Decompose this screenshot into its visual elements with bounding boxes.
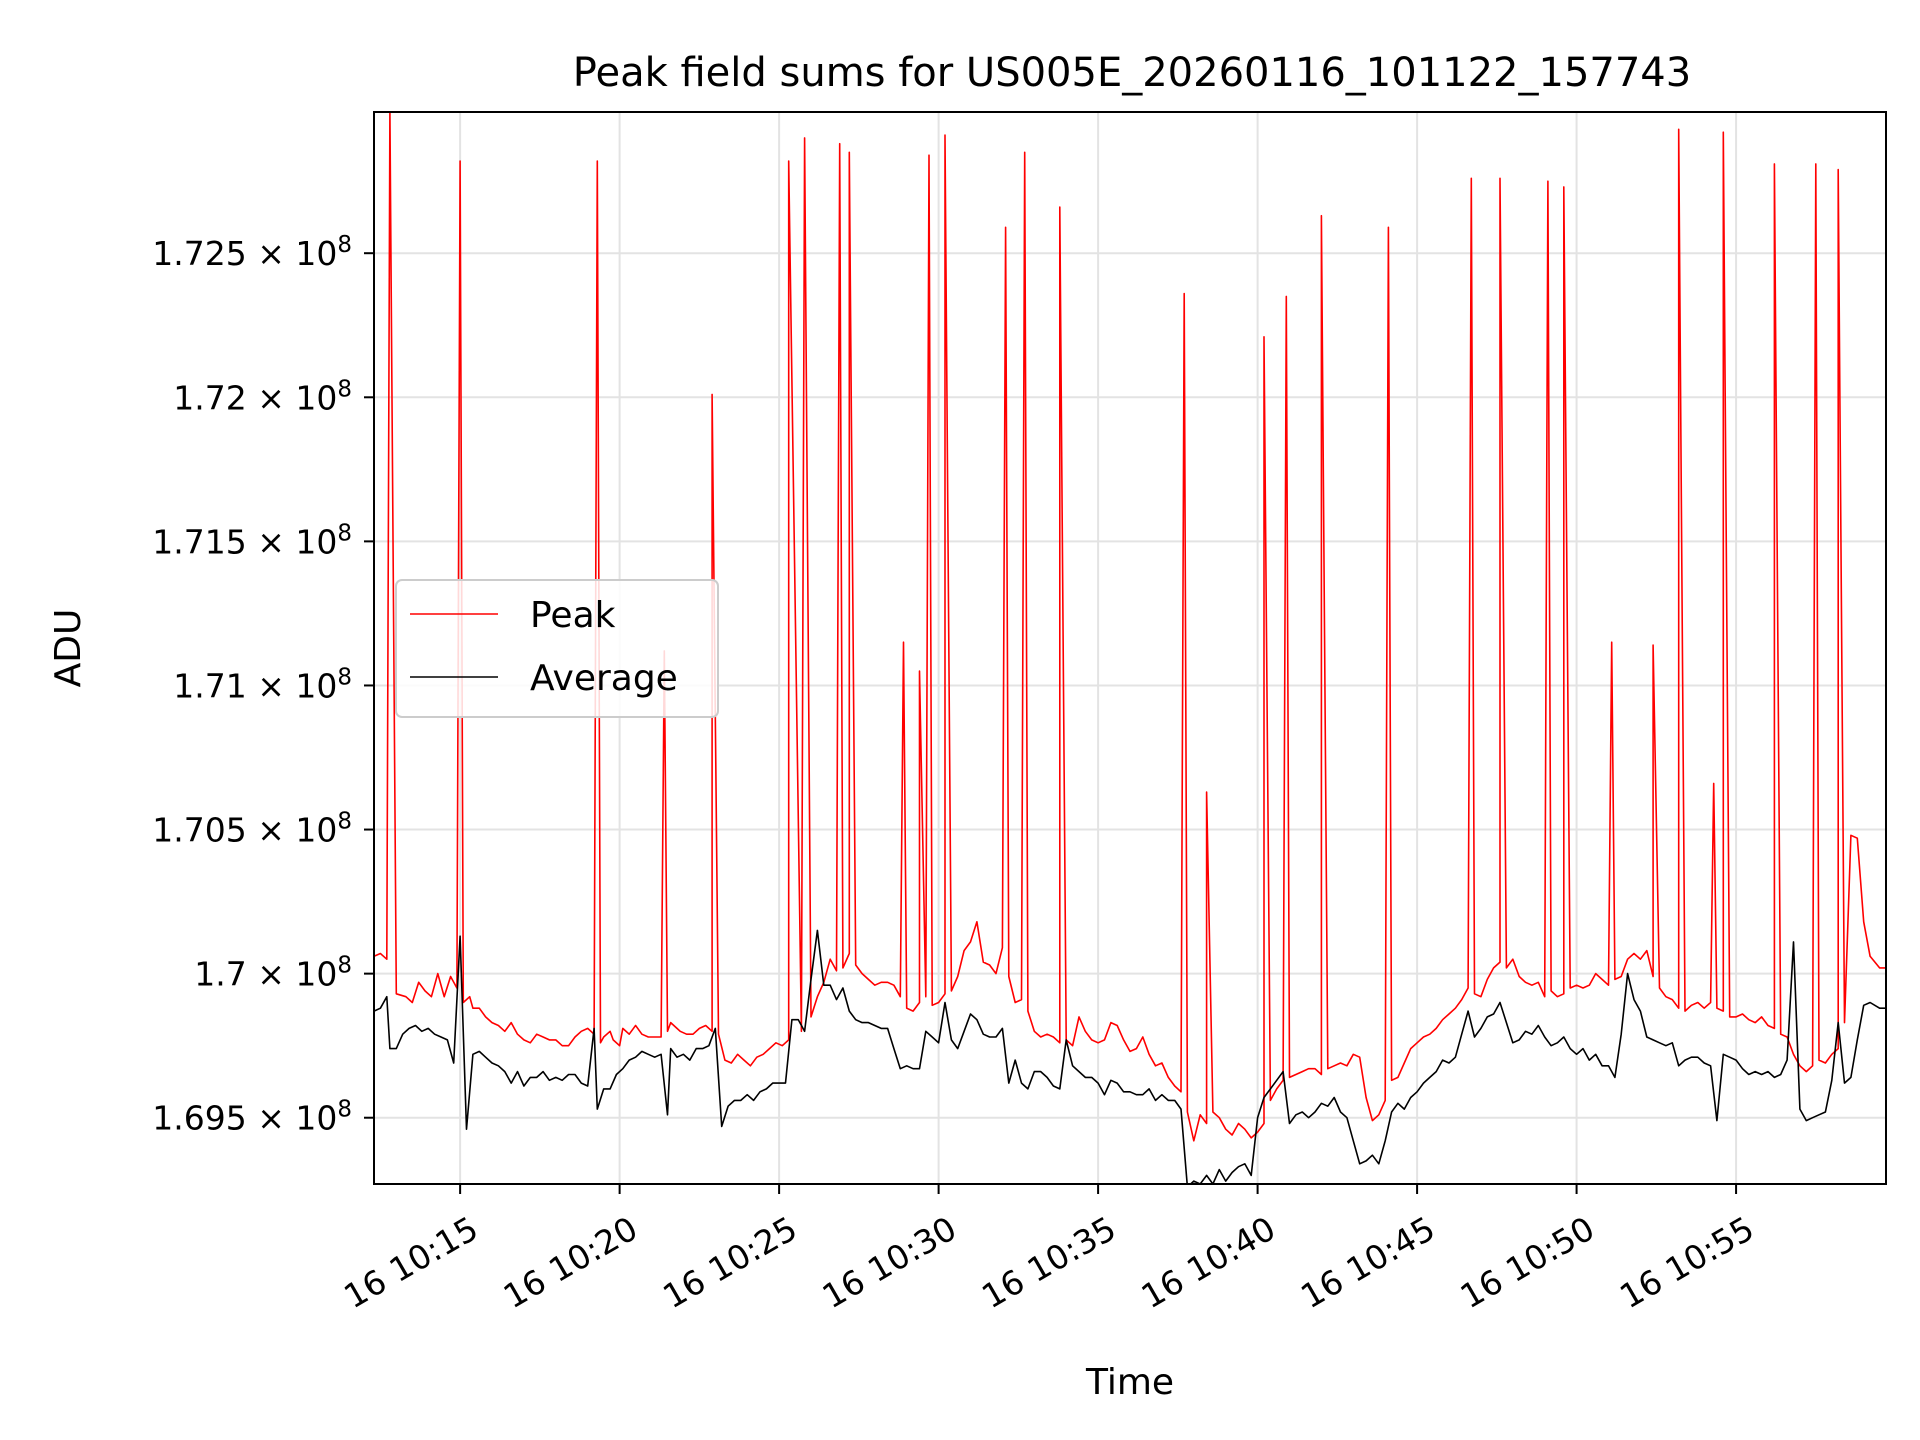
legend-label-average: Average <box>530 658 678 699</box>
y-tick-label: 1.7 × 108 <box>194 953 352 994</box>
chart-title: Peak field sums for US005E_20260116_1011… <box>573 50 1691 96</box>
y-tick-label: 1.72 × 108 <box>173 376 352 417</box>
y-tick-label: 1.695 × 108 <box>152 1097 352 1138</box>
y-tick-label: 1.715 × 108 <box>152 520 352 561</box>
y-tick-label: 1.705 × 108 <box>152 809 352 850</box>
series-line-average <box>374 929 1886 1184</box>
y-axis-ticks: 1.695 × 108 1.7 × 108 1.705 × 108 1.71 × 10… <box>152 232 374 1138</box>
y-axis-label: ADU <box>48 609 89 688</box>
y-tick-label: 1.71 × 108 <box>173 664 352 705</box>
legend-label-peak: Peak <box>530 595 616 636</box>
legend: Peak Average <box>395 579 719 718</box>
x-axis-label: Time <box>1085 1362 1174 1403</box>
y-tick-label: 1.725 × 108 <box>152 232 352 273</box>
plot-frame <box>373 111 1887 1185</box>
series-line-peak <box>374 112 1886 1142</box>
series-layer <box>374 112 1886 1184</box>
grid-lines <box>374 112 1886 1184</box>
